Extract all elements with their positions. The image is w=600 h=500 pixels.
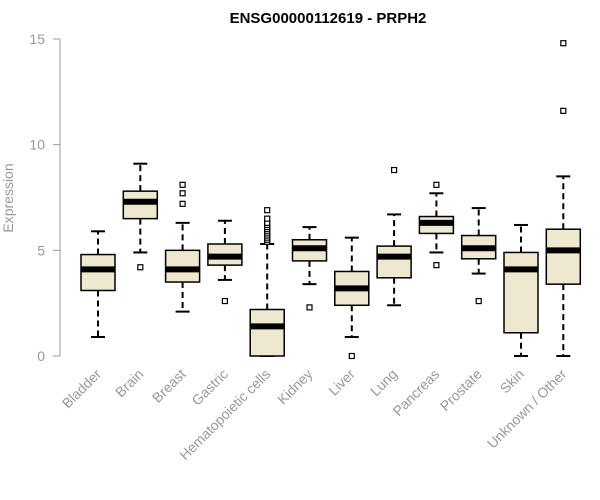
y-tick-label: 10 bbox=[29, 137, 45, 153]
outlier-point bbox=[433, 262, 440, 269]
x-tick-label: Pancreas bbox=[389, 366, 442, 419]
box-hematopoietic-cells bbox=[249, 207, 285, 357]
iqr-box bbox=[249, 308, 285, 357]
box-brain bbox=[122, 162, 159, 271]
chart-title: ENSG00000112619 - PRPH2 bbox=[230, 10, 427, 27]
box-liver bbox=[334, 236, 370, 360]
outlier-point bbox=[179, 190, 186, 197]
outlier-point bbox=[179, 200, 186, 207]
x-tick-label: Liver bbox=[325, 366, 358, 399]
x-tick-label: Prostate bbox=[437, 366, 485, 414]
x-tick-label: Kidney bbox=[274, 366, 316, 408]
boxes-group bbox=[80, 40, 582, 360]
box-lung bbox=[376, 166, 412, 307]
x-tick-label: Skin bbox=[497, 366, 528, 397]
outlier-point bbox=[391, 166, 398, 174]
iqr-box bbox=[122, 190, 159, 220]
x-tick-label: Bladder bbox=[59, 366, 105, 412]
outlier-point bbox=[264, 207, 271, 214]
outlier-point bbox=[475, 297, 482, 305]
y-tick-label: 0 bbox=[37, 348, 45, 364]
axes: 0 5 10 15 bbox=[29, 31, 61, 364]
box-unknown-other bbox=[545, 40, 582, 357]
box-breast bbox=[164, 181, 201, 313]
outlier-point bbox=[221, 297, 228, 305]
outlier-point bbox=[348, 352, 355, 360]
iqr-box bbox=[545, 228, 582, 285]
outlier-point bbox=[179, 181, 186, 188]
box-gastric bbox=[207, 219, 243, 305]
outlier-point bbox=[137, 264, 144, 271]
iqr-box bbox=[80, 253, 116, 292]
outlier-point bbox=[560, 107, 567, 114]
box-skin bbox=[503, 223, 539, 357]
y-axis-label: Expression bbox=[0, 163, 16, 232]
x-tick-label: Breast bbox=[149, 366, 189, 406]
outlier-point bbox=[264, 215, 271, 222]
x-tick-label: Unknown / Other bbox=[484, 366, 570, 452]
y-tick-label: 5 bbox=[37, 242, 45, 258]
outlier-point bbox=[306, 304, 313, 311]
box-kidney bbox=[291, 226, 328, 311]
iqr-box bbox=[503, 251, 539, 334]
iqr-box bbox=[164, 249, 201, 283]
x-tick-label: Brain bbox=[112, 366, 146, 400]
y-tick-label: 15 bbox=[29, 31, 45, 47]
iqr-box bbox=[376, 245, 412, 279]
box-bladder bbox=[80, 230, 116, 338]
outlier-point bbox=[433, 181, 440, 188]
outlier-point bbox=[560, 40, 567, 47]
x-tick-label: Lung bbox=[367, 366, 400, 399]
box-prostate bbox=[460, 207, 497, 305]
box-pancreas bbox=[418, 181, 455, 269]
